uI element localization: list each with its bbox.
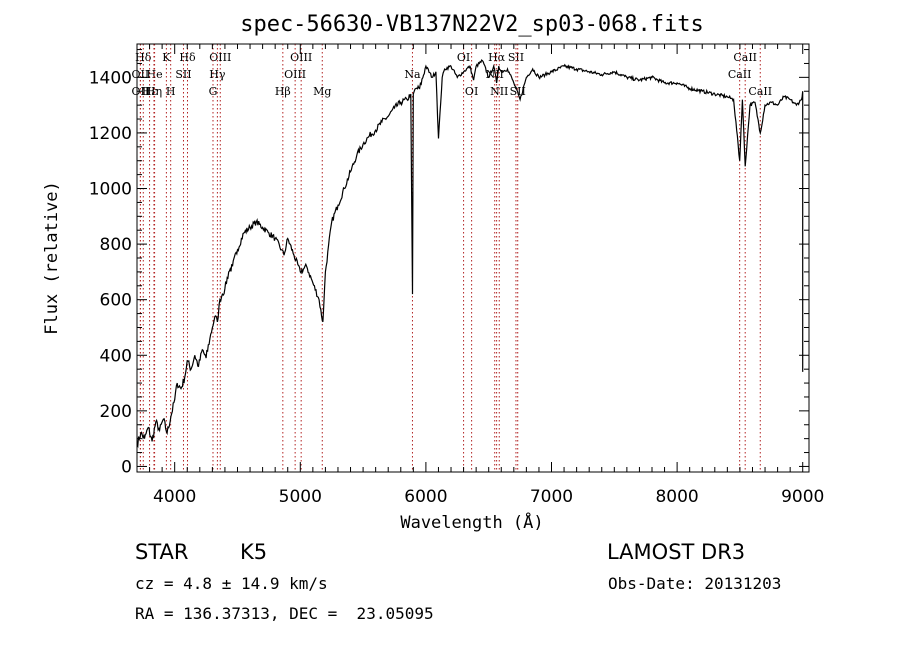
emission-line-label: OI	[457, 51, 470, 64]
y-tick-label: 1400	[89, 68, 132, 88]
emission-line-label: OIII	[209, 51, 231, 64]
y-tick-label: 200	[100, 402, 132, 422]
y-tick-label: 400	[100, 346, 132, 366]
survey-name: LAMOST DR3	[607, 540, 746, 564]
emission-line-label: Hη	[146, 85, 162, 98]
emission-line-label: Hβ	[275, 85, 291, 98]
axis-ticks: 4000 5000 6000 7000 8000 9000 0 200 400 600 800 100…	[89, 44, 824, 507]
emission-line-label: Na	[404, 68, 421, 81]
redshift-value: cz = 4.8 ± 14.9 km/s	[135, 574, 328, 593]
emission-line-label: He	[147, 68, 163, 81]
emission-line-label: SII	[508, 51, 524, 64]
emission-line-label: CaII	[733, 51, 757, 64]
emission-line-label: Mg	[313, 85, 331, 98]
plot-frame	[136, 43, 810, 473]
obs-date: Obs-Date: 20131203	[608, 574, 782, 593]
y-tick-label: 1200	[89, 124, 132, 144]
emission-line-label: NII	[486, 68, 504, 81]
emission-line-label: Hγ	[209, 68, 226, 81]
emission-line-label: Hδ	[179, 51, 196, 64]
emission-line-label: SII	[175, 68, 191, 81]
emission-line-label: CaII	[748, 85, 772, 98]
x-tick-label: 4000	[153, 487, 196, 507]
y-tick-label: 800	[100, 235, 132, 255]
chart-title: spec-56630-VB137N22V2_sp03-068.fits	[240, 12, 704, 37]
emission-line-label: Hα	[488, 51, 506, 64]
object-class: STAR	[135, 540, 189, 564]
coordinates: RA = 136.37313, DEC = 23.05095	[135, 604, 434, 623]
emission-line-label: H	[166, 85, 176, 98]
emission-line-label: CaII	[728, 68, 752, 81]
x-tick-label: 6000	[404, 487, 447, 507]
emission-line-label: OIII	[290, 51, 312, 64]
emission-line-label: G	[209, 85, 218, 98]
x-tick-label: 5000	[279, 487, 322, 507]
x-tick-label: 8000	[655, 487, 698, 507]
x-tick-label: 7000	[530, 487, 573, 507]
emission-line-label: K	[162, 51, 171, 64]
y-tick-label: 0	[121, 457, 132, 477]
spectrum-line	[136, 59, 804, 449]
x-axis-label: Wavelength (Å)	[400, 511, 543, 533]
emission-line-label: OI	[465, 85, 478, 98]
y-tick-label: 600	[100, 291, 132, 311]
object-subclass: K5	[240, 540, 268, 564]
emission-line-label: Hδ	[135, 51, 152, 64]
y-axis-label: Flux (relative)	[42, 181, 62, 335]
y-tick-label: 1000	[89, 180, 132, 200]
x-tick-label: 9000	[781, 487, 824, 507]
emission-line-label: NII	[490, 85, 508, 98]
emission-line-label: OIII	[284, 68, 306, 81]
